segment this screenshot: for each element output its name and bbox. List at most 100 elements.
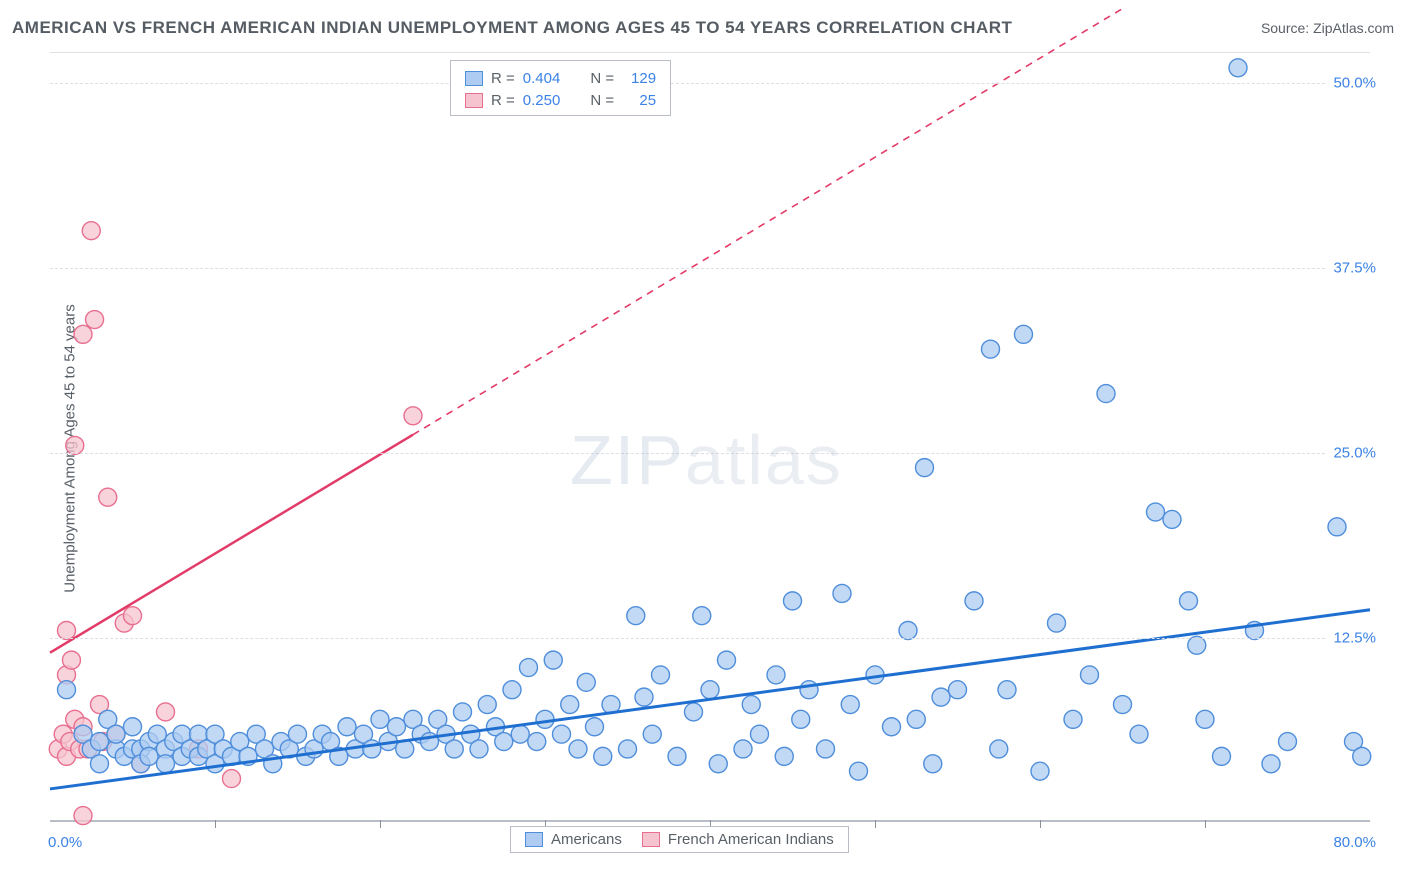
legend-item-french_american_indians: French American Indians	[642, 831, 834, 848]
data-point-americans	[693, 607, 711, 625]
data-point-americans	[709, 755, 727, 773]
data-point-americans	[528, 733, 546, 751]
x-axis-max-label: 80.0%	[1333, 834, 1376, 851]
data-point-americans	[833, 584, 851, 602]
data-point-americans	[965, 592, 983, 610]
data-point-americans	[668, 747, 686, 765]
data-point-americans	[520, 659, 538, 677]
legend-series-label: Americans	[551, 831, 622, 848]
data-point-americans	[635, 688, 653, 706]
legend-row-americans: R =0.404N =129	[465, 67, 656, 89]
data-point-americans	[124, 718, 142, 736]
data-point-americans	[734, 740, 752, 758]
data-point-americans	[1130, 725, 1148, 743]
scatter-plot-svg	[50, 53, 1370, 820]
grid-line	[50, 638, 1370, 639]
data-point-french_american_indians	[74, 325, 92, 343]
source-label: Source:	[1261, 20, 1309, 36]
data-point-americans	[619, 740, 637, 758]
data-point-americans	[1213, 747, 1231, 765]
legend-correlation-box: R =0.404N =129R =0.250N =25	[450, 60, 671, 116]
data-point-americans	[1229, 59, 1247, 77]
data-point-americans	[338, 718, 356, 736]
data-point-americans	[577, 673, 595, 691]
data-point-americans	[289, 725, 307, 743]
data-point-french_american_indians	[82, 222, 100, 240]
data-point-americans	[536, 710, 554, 728]
data-point-americans	[586, 718, 604, 736]
data-point-french_american_indians	[223, 770, 241, 788]
data-point-americans	[767, 666, 785, 684]
data-point-french_american_indians	[404, 407, 422, 425]
data-point-americans	[775, 747, 793, 765]
legend-r-value: 0.250	[523, 92, 561, 109]
data-point-americans	[792, 710, 810, 728]
plot-area: 12.5%25.0%37.5%50.0%	[50, 52, 1370, 822]
x-tick	[875, 820, 876, 828]
legend-swatch	[465, 71, 483, 86]
data-point-americans	[841, 696, 859, 714]
x-tick	[380, 820, 381, 828]
data-point-americans	[561, 696, 579, 714]
data-point-americans	[503, 681, 521, 699]
legend-swatch	[465, 93, 483, 108]
data-point-americans	[982, 340, 1000, 358]
data-point-french_american_indians	[157, 703, 175, 721]
data-point-americans	[800, 681, 818, 699]
legend-swatch	[642, 832, 660, 847]
chart-header: AMERICAN VS FRENCH AMERICAN INDIAN UNEMP…	[12, 18, 1394, 38]
legend-n-value: 129	[622, 70, 656, 87]
legend-r-label: R =	[491, 92, 515, 109]
data-point-americans	[1163, 510, 1181, 528]
y-tick-label: 50.0%	[1327, 74, 1376, 91]
data-point-americans	[1180, 592, 1198, 610]
data-point-americans	[1031, 762, 1049, 780]
legend-item-americans: Americans	[525, 831, 622, 848]
data-point-americans	[751, 725, 769, 743]
data-point-americans	[784, 592, 802, 610]
data-point-americans	[685, 703, 703, 721]
data-point-americans	[1196, 710, 1214, 728]
grid-line	[50, 453, 1370, 454]
legend-row-french_american_indians: R =0.250N =25	[465, 89, 656, 111]
data-point-americans	[1188, 636, 1206, 654]
data-point-french_american_indians	[58, 622, 76, 640]
legend-series-box: Americans French American Indians	[510, 826, 849, 853]
x-tick	[1040, 820, 1041, 828]
data-point-americans	[594, 747, 612, 765]
data-point-americans	[495, 733, 513, 751]
x-tick	[1205, 820, 1206, 828]
data-point-americans	[454, 703, 472, 721]
y-tick-label: 12.5%	[1327, 629, 1376, 646]
data-point-americans	[701, 681, 719, 699]
data-point-americans	[1262, 755, 1280, 773]
data-point-americans	[907, 710, 925, 728]
data-point-americans	[817, 740, 835, 758]
legend-swatch	[525, 832, 543, 847]
data-point-americans	[718, 651, 736, 669]
data-point-americans	[1081, 666, 1099, 684]
grid-line	[50, 83, 1370, 84]
data-point-americans	[850, 762, 868, 780]
data-point-americans	[932, 688, 950, 706]
data-point-americans	[1015, 325, 1033, 343]
data-point-americans	[652, 666, 670, 684]
data-point-americans	[544, 651, 562, 669]
data-point-americans	[371, 710, 389, 728]
data-point-americans	[107, 725, 125, 743]
data-point-americans	[1328, 518, 1346, 536]
data-point-americans	[91, 733, 109, 751]
data-point-americans	[1114, 696, 1132, 714]
data-point-french_american_indians	[62, 651, 80, 669]
legend-n-label: N =	[590, 92, 614, 109]
data-point-americans	[627, 607, 645, 625]
data-point-americans	[949, 681, 967, 699]
data-point-americans	[553, 725, 571, 743]
legend-r-label: R =	[491, 70, 515, 87]
data-point-americans	[388, 718, 406, 736]
data-point-americans	[1048, 614, 1066, 632]
data-point-americans	[363, 740, 381, 758]
data-point-americans	[1064, 710, 1082, 728]
data-point-americans	[899, 622, 917, 640]
x-axis-min-label: 0.0%	[48, 834, 82, 851]
